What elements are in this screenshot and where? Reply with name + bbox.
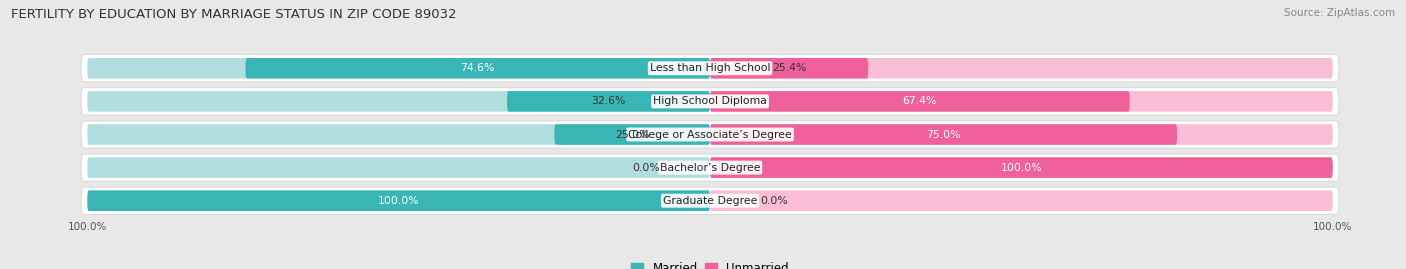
Text: High School Diploma: High School Diploma: [654, 96, 766, 107]
FancyBboxPatch shape: [82, 187, 1339, 214]
FancyBboxPatch shape: [87, 190, 710, 211]
FancyBboxPatch shape: [87, 91, 710, 112]
Text: 74.6%: 74.6%: [461, 63, 495, 73]
Text: 25.4%: 25.4%: [772, 63, 806, 73]
FancyBboxPatch shape: [710, 58, 868, 79]
FancyBboxPatch shape: [554, 124, 710, 145]
FancyBboxPatch shape: [82, 154, 1339, 181]
Text: College or Associate’s Degree: College or Associate’s Degree: [628, 129, 792, 140]
FancyBboxPatch shape: [508, 91, 710, 112]
FancyBboxPatch shape: [710, 124, 1177, 145]
Text: 0.0%: 0.0%: [759, 196, 787, 206]
FancyBboxPatch shape: [82, 121, 1339, 148]
FancyBboxPatch shape: [87, 190, 710, 211]
FancyBboxPatch shape: [710, 91, 1333, 112]
Text: 100.0%: 100.0%: [378, 196, 419, 206]
FancyBboxPatch shape: [82, 55, 1339, 82]
Text: Graduate Degree: Graduate Degree: [662, 196, 758, 206]
FancyBboxPatch shape: [87, 58, 710, 79]
FancyBboxPatch shape: [87, 157, 710, 178]
FancyBboxPatch shape: [710, 124, 1333, 145]
FancyBboxPatch shape: [710, 157, 1333, 178]
Text: 100.0%: 100.0%: [1001, 162, 1042, 173]
Text: Less than High School: Less than High School: [650, 63, 770, 73]
FancyBboxPatch shape: [82, 88, 1339, 115]
Text: 75.0%: 75.0%: [927, 129, 960, 140]
Legend: Married, Unmarried: Married, Unmarried: [627, 258, 793, 269]
Text: 25.0%: 25.0%: [614, 129, 650, 140]
Text: 67.4%: 67.4%: [903, 96, 936, 107]
Text: 32.6%: 32.6%: [592, 96, 626, 107]
FancyBboxPatch shape: [710, 190, 1333, 211]
Text: Bachelor’s Degree: Bachelor’s Degree: [659, 162, 761, 173]
FancyBboxPatch shape: [710, 91, 1129, 112]
FancyBboxPatch shape: [87, 124, 710, 145]
Text: Source: ZipAtlas.com: Source: ZipAtlas.com: [1284, 8, 1395, 18]
Text: 0.0%: 0.0%: [633, 162, 661, 173]
FancyBboxPatch shape: [246, 58, 710, 79]
FancyBboxPatch shape: [710, 58, 1333, 79]
Text: FERTILITY BY EDUCATION BY MARRIAGE STATUS IN ZIP CODE 89032: FERTILITY BY EDUCATION BY MARRIAGE STATU…: [11, 8, 457, 21]
FancyBboxPatch shape: [710, 157, 1333, 178]
